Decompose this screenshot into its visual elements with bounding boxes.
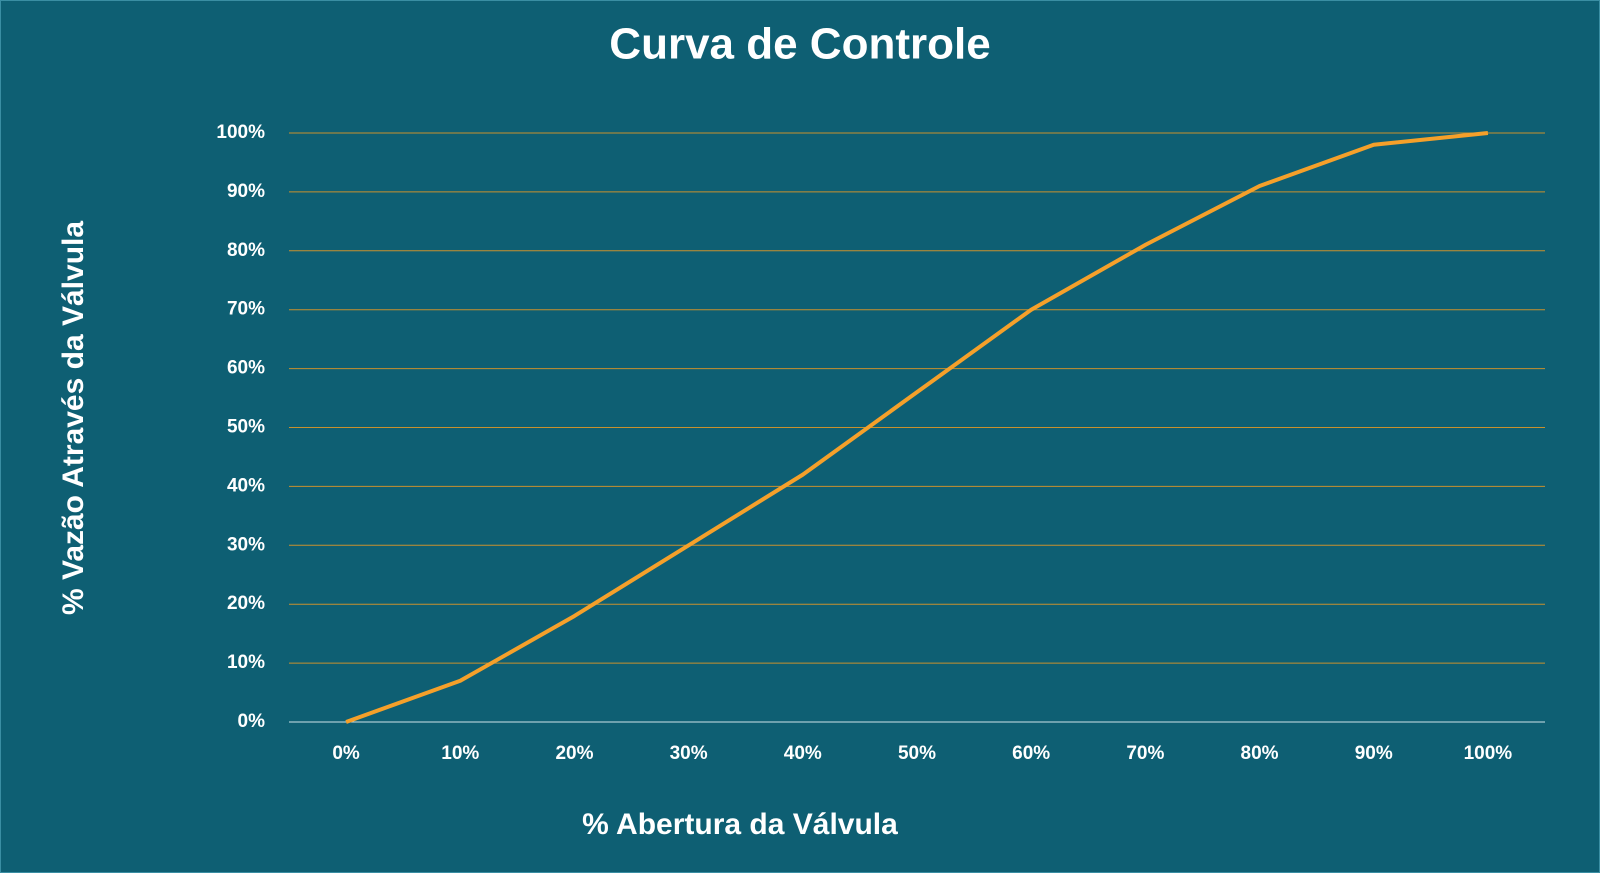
- x-tick-label: 100%: [1464, 743, 1513, 764]
- y-tick-label: 40%: [227, 475, 265, 496]
- y-tick-label: 0%: [238, 711, 266, 732]
- chart-title: Curva de Controle: [609, 20, 990, 69]
- y-tick-label: 50%: [227, 417, 265, 438]
- y-tick-label: 60%: [227, 358, 265, 379]
- x-tick-label: 80%: [1241, 743, 1279, 764]
- x-tick-label: 50%: [898, 743, 936, 764]
- x-tick-label: 20%: [555, 743, 593, 764]
- y-tick-label: 30%: [227, 534, 265, 555]
- y-tick-label: 90%: [227, 181, 265, 202]
- x-tick-label: 70%: [1126, 743, 1164, 764]
- x-axis-title: % Abertura da Válvula: [582, 808, 898, 841]
- x-tick-label: 30%: [670, 743, 708, 764]
- y-tick-label: 100%: [216, 122, 265, 143]
- x-tick-label: 60%: [1012, 743, 1050, 764]
- x-tick-label: 10%: [441, 743, 479, 764]
- y-tick-label: 20%: [227, 593, 265, 614]
- x-tick-label: 90%: [1355, 743, 1393, 764]
- x-tick-label: 0%: [332, 743, 360, 764]
- x-tick-label: 40%: [784, 743, 822, 764]
- y-tick-label: 80%: [227, 240, 265, 261]
- y-axis-title: % Vazão Através da Válvula: [57, 221, 90, 615]
- series-line: [345, 131, 1489, 724]
- y-tick-label: 70%: [227, 299, 265, 320]
- y-tick-label: 10%: [227, 652, 265, 673]
